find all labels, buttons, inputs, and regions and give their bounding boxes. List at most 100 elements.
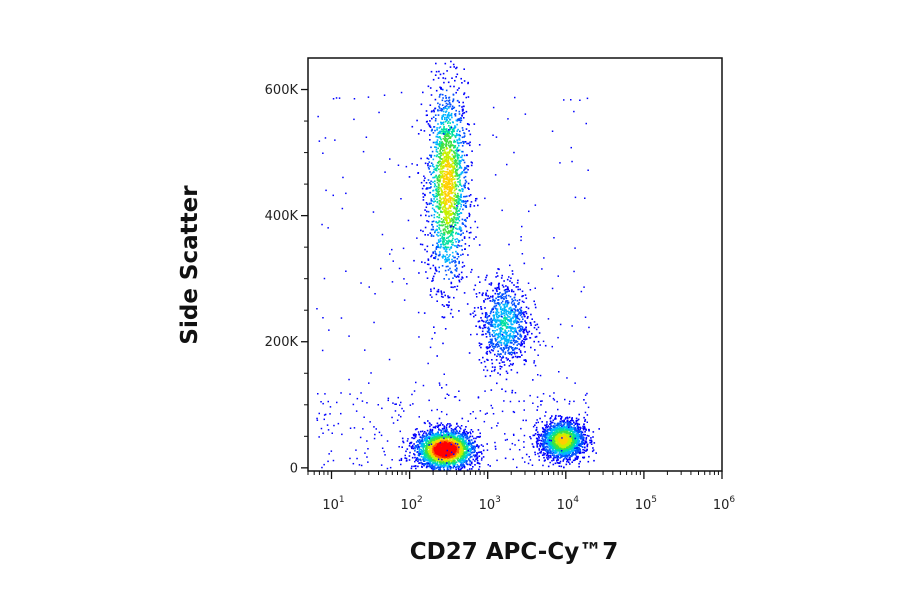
event-dot (449, 122, 451, 124)
event-dot (450, 142, 452, 144)
event-dot (485, 352, 488, 354)
event-dot (497, 296, 499, 298)
event-dot (422, 440, 424, 443)
event-dot (484, 316, 487, 318)
event-dot (488, 344, 491, 346)
event-dot (423, 185, 425, 187)
event-dot (461, 266, 464, 268)
event-dot (459, 202, 461, 205)
event-dot (446, 152, 448, 155)
event-dot (444, 259, 446, 261)
event-dot (433, 208, 435, 211)
event-dot (463, 466, 465, 468)
event-dot (462, 449, 464, 452)
event-dot (451, 132, 453, 134)
event-dot (428, 463, 431, 465)
event-dot (458, 262, 460, 265)
event-dot (464, 182, 467, 185)
event-dot (430, 434, 433, 436)
event-dot (455, 76, 457, 78)
event-dot (504, 320, 507, 322)
event-dot (475, 325, 477, 327)
event-dot (463, 440, 465, 442)
event-dot (497, 333, 500, 336)
event-dot (442, 138, 445, 140)
event-dot (463, 161, 466, 164)
event-dot (473, 307, 476, 309)
event-dot (490, 317, 492, 320)
event-dot (502, 286, 505, 288)
event-dot (509, 280, 511, 282)
event-dot (444, 128, 446, 130)
event-dot (460, 193, 462, 196)
event-dot (458, 273, 461, 276)
event-dot (471, 468, 473, 470)
event-dot (446, 99, 448, 102)
event-dot (478, 445, 480, 447)
event-dot (440, 151, 442, 154)
event-dot (442, 72, 445, 75)
event-dot (458, 154, 460, 157)
event-dot (455, 270, 458, 272)
event-dot (454, 224, 456, 226)
event-dot (410, 446, 413, 448)
event-dot (457, 192, 459, 195)
event-dot (500, 313, 502, 316)
event-dot (473, 437, 475, 440)
event-dot (445, 128, 448, 130)
event-dot (441, 93, 444, 96)
event-dot (442, 206, 444, 208)
event-dot (421, 452, 424, 454)
event-dot (420, 442, 423, 445)
event-dot (433, 451, 435, 454)
event-dot (445, 237, 448, 239)
event-dot (456, 150, 458, 152)
event-dot (418, 449, 421, 452)
event-dot (502, 322, 505, 324)
event-dot (438, 228, 441, 230)
event-dot (470, 164, 473, 167)
event-dot (459, 117, 462, 119)
event-dot (442, 229, 445, 232)
event-dot (451, 128, 454, 131)
event-dot (425, 202, 428, 204)
event-dot (446, 424, 448, 426)
event-dot (500, 310, 503, 313)
event-dot (446, 131, 449, 134)
event-dot (426, 449, 429, 452)
event-dot (485, 333, 487, 335)
event-dot (451, 218, 454, 221)
event-dot (460, 459, 463, 462)
event-dot (463, 434, 466, 437)
event-dot (436, 164, 438, 167)
event-dot (423, 444, 426, 447)
event-dot (418, 272, 420, 274)
event-dot (491, 346, 494, 348)
event-dot (453, 199, 455, 201)
event-dot (462, 437, 465, 439)
event-dot (444, 185, 447, 187)
event-dot (438, 246, 440, 249)
event-dot (451, 105, 454, 108)
event-dot (452, 430, 455, 432)
event-dot (451, 213, 454, 215)
event-dot (460, 172, 463, 175)
event-dot (423, 435, 425, 437)
event-dot (442, 208, 444, 210)
event-dot (427, 179, 430, 181)
event-dot (443, 170, 446, 173)
event-dot (501, 338, 503, 341)
event-dot (466, 303, 469, 305)
event-dot (455, 461, 458, 463)
event-dot (472, 466, 474, 468)
event-dot (442, 463, 445, 466)
event-dot (512, 299, 515, 302)
event-dot (429, 154, 431, 157)
event-dot (464, 167, 467, 170)
event-dot (427, 234, 429, 236)
event-dot (509, 313, 511, 316)
event-dot (459, 438, 461, 440)
event-dot (473, 238, 475, 240)
event-dot (435, 185, 438, 188)
